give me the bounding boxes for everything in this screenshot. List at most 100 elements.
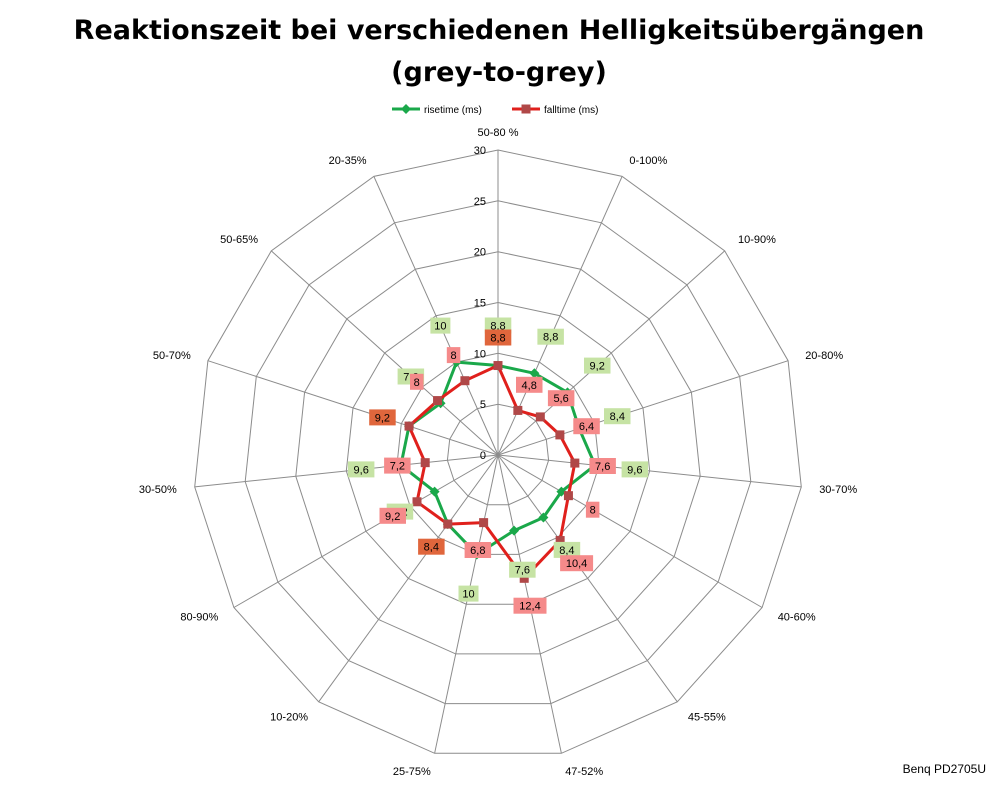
data-point xyxy=(420,458,430,468)
data-label-bg xyxy=(560,555,594,572)
radar-grid xyxy=(194,149,802,754)
grid-ring-10 xyxy=(396,352,600,555)
data-label-bg xyxy=(484,329,512,346)
data-label: 9,6 xyxy=(621,461,649,478)
spoke-6 xyxy=(497,454,678,703)
spoke-5 xyxy=(497,454,763,608)
data-label-text: 9,6 xyxy=(354,464,369,476)
data-label-text: 8 xyxy=(590,505,596,517)
data-label: 8 xyxy=(585,501,600,518)
data-label-bg xyxy=(516,376,543,393)
data-label: 9,2 xyxy=(369,409,396,426)
grid-ring-5 xyxy=(446,403,550,506)
chart-title-line-1: Reaktionszeit bei verschiedenen Helligke… xyxy=(73,15,925,46)
data-label-text: 10 xyxy=(434,321,446,333)
data-label-bg xyxy=(537,328,564,345)
data-label-text: 9,2 xyxy=(385,511,400,523)
tick-label: 25 xyxy=(474,196,486,208)
data-label: 8,4 xyxy=(418,538,445,555)
data-label-text: 10 xyxy=(462,589,474,601)
tick-label: 5 xyxy=(480,399,486,411)
legend-marker xyxy=(521,104,531,114)
chart-title-line-2: (grey-to-grey) xyxy=(391,57,607,88)
data-label: 9,6 xyxy=(347,461,375,478)
spoke-8 xyxy=(434,454,499,754)
category-label: 50-80 % xyxy=(478,127,519,139)
data-label-text: 9,6 xyxy=(627,464,642,476)
category-label: 30-50% xyxy=(139,484,177,496)
data-label-bg xyxy=(379,507,406,524)
data-label-text: 8,8 xyxy=(490,333,505,345)
data-label-text: 8,4 xyxy=(610,411,625,423)
data-label-text: 8,4 xyxy=(559,545,574,557)
data-label-text: 7,6 xyxy=(595,461,610,473)
data-label-bg xyxy=(509,561,536,578)
category-label: 20-80% xyxy=(805,350,843,362)
data-label-bg xyxy=(573,418,600,435)
data-label-bg xyxy=(384,457,411,474)
data-label: 8 xyxy=(446,347,461,364)
data-point xyxy=(460,376,470,386)
spoke-2 xyxy=(497,250,726,456)
data-label: 10 xyxy=(458,585,479,602)
data-point xyxy=(529,368,540,379)
data-label-text: 8,8 xyxy=(543,332,558,344)
data-label: 8,4 xyxy=(553,541,581,558)
data-label-bg xyxy=(604,408,631,425)
data-label-bg xyxy=(589,458,616,474)
spoke-12 xyxy=(207,360,499,456)
data-label-bg xyxy=(430,317,451,334)
series-line xyxy=(399,360,597,556)
data-label-text: 5,6 xyxy=(553,393,568,405)
data-label: 7,6 xyxy=(589,458,616,474)
data-label-text: 4,8 xyxy=(522,380,537,392)
data-label: 10,4 xyxy=(560,555,594,572)
data-label-text: 9,2 xyxy=(375,412,390,424)
data-labels: 8,88,89,28,49,68,47,6107,29,67,6108,84,8… xyxy=(347,317,649,614)
data-label: 9,2 xyxy=(379,507,406,524)
data-label: 8,4 xyxy=(604,408,631,425)
tick-label: 20 xyxy=(474,247,486,259)
category-label: 20-35% xyxy=(329,155,367,167)
data-label-text: 7,6 xyxy=(515,565,530,577)
data-label: 12,4 xyxy=(513,597,547,614)
series-line xyxy=(407,364,577,580)
legend: risetime (ms) falltime (ms) xyxy=(392,104,598,116)
data-point xyxy=(479,518,489,528)
tick-label: 30 xyxy=(474,145,486,157)
data-point xyxy=(555,536,565,546)
spoke-14 xyxy=(373,176,499,456)
grid-ring-15 xyxy=(345,301,651,605)
legend-entry: falltime (ms) xyxy=(544,105,598,116)
chart-title: Reaktionszeit bei verschiedenen Helligke… xyxy=(0,10,998,94)
data-label-bg xyxy=(553,541,581,558)
data-label: 4,8 xyxy=(516,376,543,393)
legend-entry: risetime (ms) xyxy=(424,105,482,116)
data-label: 5,6 xyxy=(547,390,575,407)
category-label: 30-70% xyxy=(819,484,857,496)
data-point xyxy=(513,405,523,415)
tick-label: 15 xyxy=(474,298,486,310)
data-label-text: 8,4 xyxy=(424,542,439,554)
data-label-text: 12,4 xyxy=(519,601,540,613)
data-point xyxy=(535,412,545,422)
data-label-bg xyxy=(446,347,461,364)
grid-ring-25 xyxy=(244,200,752,705)
category-label: 10-20% xyxy=(270,711,308,723)
tick-label: 0 xyxy=(480,450,486,462)
data-point xyxy=(429,486,440,497)
data-point xyxy=(493,361,503,371)
data-label: 7,6 xyxy=(509,561,536,578)
category-label: 47-52% xyxy=(565,766,603,778)
data-point xyxy=(519,573,529,583)
data-label-bg xyxy=(458,585,479,602)
data-label-bg xyxy=(410,373,424,390)
data-label: 7,2 xyxy=(384,457,411,474)
category-label: 25-75% xyxy=(393,766,431,778)
data-label-text: 7,2 xyxy=(390,461,405,473)
data-label-text: 8 xyxy=(414,377,420,389)
category-label: 45-55% xyxy=(688,711,726,723)
data-point xyxy=(563,491,573,501)
data-label-text: 8 xyxy=(450,350,456,362)
